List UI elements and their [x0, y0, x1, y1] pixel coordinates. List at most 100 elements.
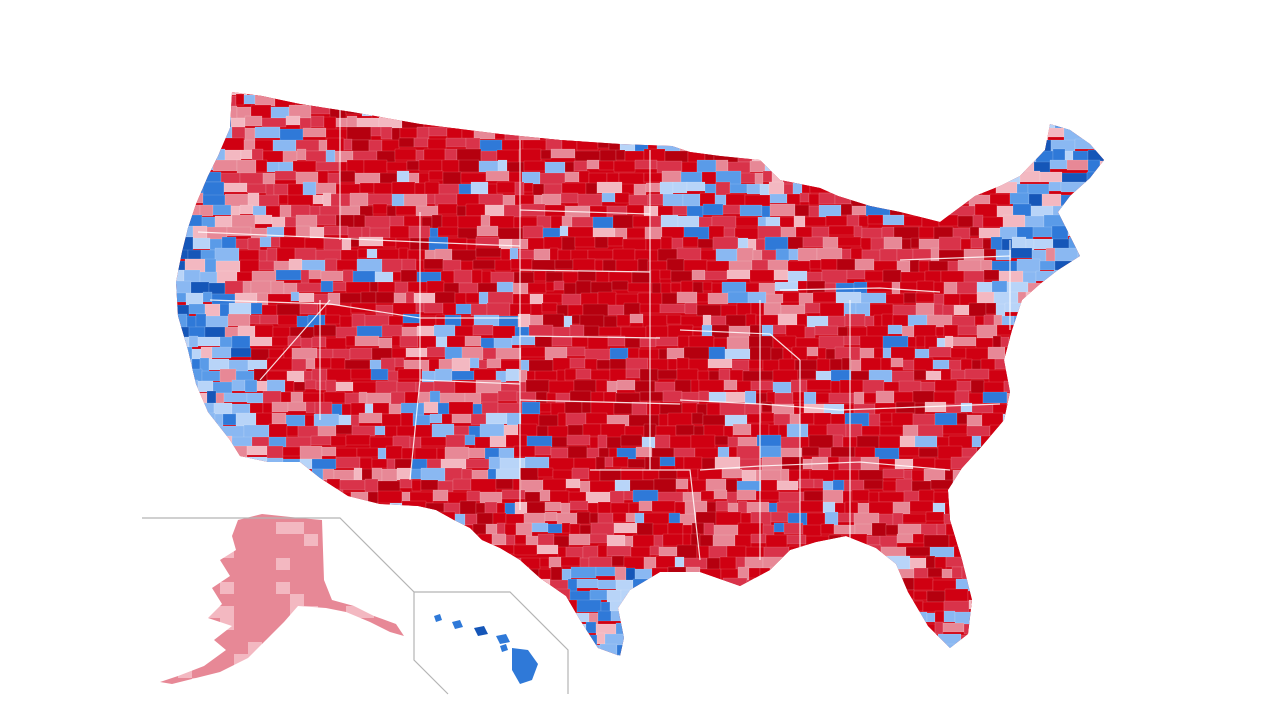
alaska-borough: [290, 642, 304, 654]
county: [176, 523, 188, 541]
county: [1001, 588, 1027, 599]
alaska-borough: [192, 678, 206, 684]
county: [985, 644, 1010, 655]
county: [1102, 269, 1104, 285]
county: [460, 654, 481, 656]
county: [1106, 83, 1122, 94]
alaska-borough: [318, 606, 332, 618]
county: [176, 457, 192, 470]
alaska-borough: [402, 678, 404, 684]
county: [878, 160, 892, 171]
county: [755, 657, 765, 667]
county: [200, 412, 216, 429]
county: [176, 92, 181, 96]
county: [1039, 92, 1054, 95]
county: [190, 126, 211, 138]
county: [231, 379, 246, 392]
county: [335, 381, 354, 392]
county: [237, 468, 264, 486]
county: [176, 490, 194, 501]
hawaii-island: [496, 634, 510, 644]
alaska-borough: [248, 558, 262, 570]
county: [270, 236, 281, 248]
county: [357, 248, 368, 259]
county: [1011, 522, 1026, 536]
county: [639, 93, 659, 106]
county: [472, 588, 494, 604]
county: [722, 126, 740, 139]
alaska-borough: [360, 666, 374, 678]
hawaii-island: [500, 644, 508, 652]
county: [691, 412, 704, 425]
county: [1003, 380, 1016, 393]
county: [898, 600, 924, 612]
county: [782, 291, 800, 303]
county: [199, 425, 211, 436]
county: [669, 612, 685, 628]
county: [913, 357, 934, 372]
county: [176, 425, 188, 440]
county: [1105, 590, 1113, 603]
alaska-borough: [332, 666, 346, 678]
county: [280, 621, 291, 636]
county: [313, 657, 324, 670]
county: [201, 370, 221, 382]
county: [880, 170, 906, 186]
county: [176, 402, 190, 419]
alaska-borough: [318, 594, 332, 606]
county: [897, 106, 919, 123]
county: [218, 500, 236, 515]
county: [378, 644, 391, 655]
county: [1032, 226, 1053, 238]
county: [1013, 491, 1025, 509]
county: [607, 236, 624, 247]
alaska-borough: [332, 558, 346, 570]
county: [722, 204, 741, 215]
alaska-borough: [332, 642, 346, 654]
county: [786, 534, 807, 545]
county: [423, 258, 444, 270]
county: [250, 654, 261, 656]
county: [607, 304, 625, 316]
county: [969, 183, 983, 195]
alaska-borough: [206, 582, 220, 594]
county: [953, 545, 968, 559]
county: [808, 434, 834, 449]
county: [334, 634, 345, 650]
county: [574, 236, 596, 248]
alaska-borough: [318, 666, 332, 678]
county: [905, 633, 915, 647]
alaska-borough: [220, 666, 234, 678]
county: [804, 216, 827, 227]
county: [478, 359, 488, 370]
county: [767, 590, 791, 606]
county: [694, 632, 708, 647]
alaska-borough: [206, 654, 220, 666]
alaska-borough: [178, 606, 192, 618]
alaska-borough: [374, 546, 388, 558]
county: [859, 170, 882, 183]
county: [302, 612, 317, 627]
county: [1033, 578, 1058, 592]
county: [343, 138, 353, 151]
county: [748, 634, 774, 650]
county: [550, 148, 576, 159]
county: [637, 92, 655, 96]
county: [198, 160, 214, 171]
county: [787, 236, 804, 250]
county: [420, 436, 447, 447]
county: [345, 434, 371, 446]
county: [690, 434, 716, 450]
county: [1083, 204, 1104, 219]
county: [588, 469, 601, 483]
county: [544, 501, 562, 512]
county: [222, 413, 237, 426]
county: [785, 127, 808, 145]
county: [980, 172, 991, 189]
county: [1066, 106, 1079, 120]
county: [212, 159, 238, 172]
county: [1006, 392, 1031, 406]
county: [195, 313, 207, 328]
county: [934, 160, 961, 177]
county: [230, 347, 252, 358]
